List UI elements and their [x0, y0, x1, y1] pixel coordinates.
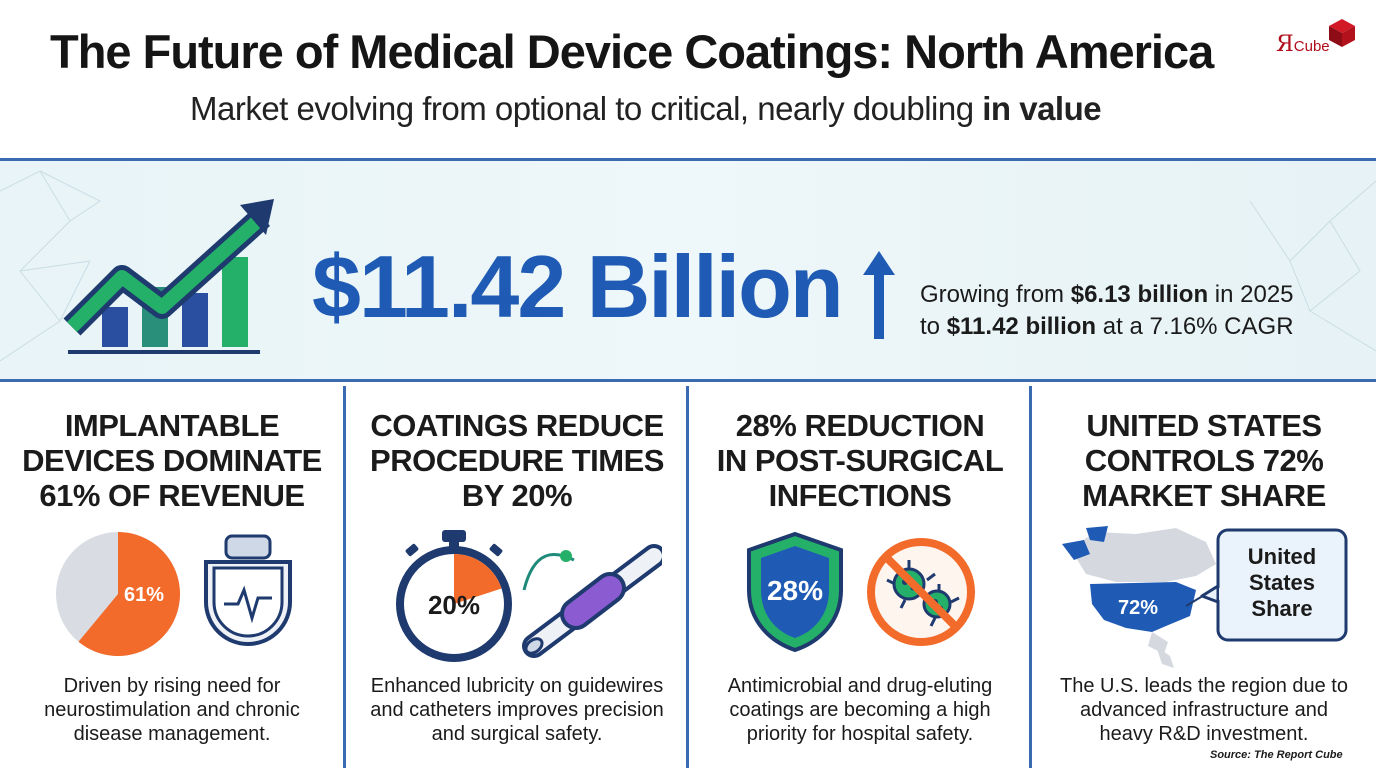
- growth-line-1-suffix: in 2025: [1214, 281, 1294, 308]
- title-line: COATINGS REDUCE: [370, 408, 664, 443]
- growth-line-2-prefix: to: [920, 313, 941, 340]
- callout-line: States: [1249, 570, 1315, 595]
- page-title: The Future of Medical Device Coatings: N…: [50, 25, 1214, 78]
- source-credit: Source: The Report Cube: [1210, 749, 1343, 761]
- growth-line-2: to $11.42 billion at a 7.16% CAGR: [920, 311, 1294, 343]
- desc-line: Antimicrobial and drug-eluting: [727, 675, 993, 697]
- subtitle-text: Market evolving from optional to critica…: [190, 90, 974, 127]
- up-arrow-icon: [863, 251, 895, 339]
- shield-icon: 28%: [747, 531, 843, 653]
- desc-line: neurostimulation and chronic: [44, 699, 300, 721]
- logo: ЯCube: [1272, 18, 1362, 68]
- title-line: INFECTIONS: [768, 478, 952, 513]
- desc-line: and surgical safety.: [431, 723, 603, 745]
- desc-line: The U.S. leads the region due to: [1060, 675, 1348, 697]
- panel-title: IMPLANTABLE DEVICES DOMINATE 61% OF REVE…: [0, 408, 344, 513]
- pie-chart-icon: 61%: [56, 532, 181, 656]
- subtitle-bold-text: in value: [982, 90, 1102, 127]
- panel-divider: [1029, 386, 1032, 768]
- logo-text: ЯCube: [1276, 32, 1330, 57]
- panel-implantable: IMPLANTABLE DEVICES DOMINATE 61% OF REVE…: [0, 382, 344, 768]
- title-line: 61% OF REVENUE: [39, 478, 305, 513]
- panel-us-share: UNITED STATES CONTROLS 72% MARKET SHARE …: [1032, 382, 1376, 768]
- pie-label: 61%: [124, 584, 164, 606]
- stopwatch-label: 20%: [428, 590, 480, 620]
- panel-description: Driven by rising need for neurostimulati…: [0, 674, 344, 746]
- title-line: MARKET SHARE: [1082, 478, 1326, 513]
- network-pattern-decoration: [0, 170, 1376, 362]
- callout-line: United: [1248, 544, 1316, 569]
- desc-line: Enhanced lubricity on guidewires: [370, 675, 664, 697]
- insight-panels: IMPLANTABLE DEVICES DOMINATE 61% OF REVE…: [0, 382, 1376, 768]
- title-line: PROCEDURE TIMES: [370, 443, 664, 478]
- desc-line: advanced infrastructure and: [1080, 699, 1328, 721]
- panel-description: Antimicrobial and drug-eluting coatings …: [689, 674, 1031, 746]
- market-value: $11.42 Billion: [312, 237, 844, 336]
- header: The Future of Medical Device Coatings: N…: [0, 0, 1376, 158]
- callout-line: Share: [1251, 596, 1312, 621]
- growth-line-1: Growing from $6.13 billion in 2025: [920, 279, 1294, 311]
- desc-line: Driven by rising need for: [63, 675, 281, 697]
- shield-label: 28%: [767, 575, 823, 606]
- title-line: IN POST-SURGICAL: [716, 443, 1004, 478]
- panel-divider: [343, 386, 346, 768]
- panel-divider: [686, 386, 689, 768]
- cagr-text: at a 7.16% CAGR: [1102, 313, 1294, 340]
- cube-icon: [1329, 19, 1355, 47]
- map-share-label: 72%: [1118, 597, 1158, 619]
- panel-procedure-times: COATINGS REDUCE PROCEDURE TIMES BY 20% 2…: [346, 382, 688, 768]
- growth-chart-icon: [63, 199, 274, 354]
- title-line: DEVICES DOMINATE: [22, 443, 322, 478]
- growth-description: Growing from $6.13 billion in 2025 to $1…: [920, 279, 1294, 343]
- logo-word: Cube: [1293, 38, 1330, 55]
- title-line: IMPLANTABLE: [64, 408, 280, 443]
- catheter-icon: [522, 544, 662, 658]
- panel-infections: 28% REDUCTION IN POST-SURGICAL INFECTION…: [689, 382, 1031, 768]
- pacemaker-icon: [204, 534, 292, 646]
- panel-title: UNITED STATES CONTROLS 72% MARKET SHARE: [1032, 408, 1376, 513]
- title-line: BY 20%: [461, 478, 573, 513]
- title-line: 28% REDUCTION: [735, 408, 985, 443]
- panel-description: The U.S. leads the region due to advance…: [1032, 674, 1376, 746]
- title-line: UNITED STATES: [1086, 408, 1322, 443]
- start-value: $6.13 billion: [1070, 281, 1209, 308]
- logo-letter: Я: [1276, 32, 1294, 57]
- hero-band: $11.42 Billion Growing from $6.13 billio…: [0, 158, 1376, 382]
- panel-title: COATINGS REDUCE PROCEDURE TIMES BY 20%: [346, 408, 688, 513]
- desc-line: coatings are becoming a high: [729, 699, 991, 721]
- north-america-map-icon: 72% United States Share: [1062, 526, 1348, 668]
- panel-title: 28% REDUCTION IN POST-SURGICAL INFECTION…: [689, 408, 1031, 513]
- desc-line: heavy R&D investment.: [1099, 723, 1309, 745]
- desc-line: and catheters improves precision: [370, 699, 664, 721]
- end-value: $11.42 billion: [946, 313, 1097, 340]
- desc-line: priority for hospital safety.: [746, 723, 974, 745]
- panel-description: Enhanced lubricity on guidewires and cat…: [346, 674, 688, 746]
- no-germs-icon: [867, 538, 975, 646]
- page-subtitle: Market evolving from optional to critica…: [190, 90, 1102, 128]
- title-line: CONTROLS 72%: [1084, 443, 1324, 478]
- desc-line: disease management.: [73, 723, 271, 745]
- growth-line-1-prefix: Growing from: [920, 281, 1065, 308]
- stopwatch-icon: 20%: [396, 530, 512, 662]
